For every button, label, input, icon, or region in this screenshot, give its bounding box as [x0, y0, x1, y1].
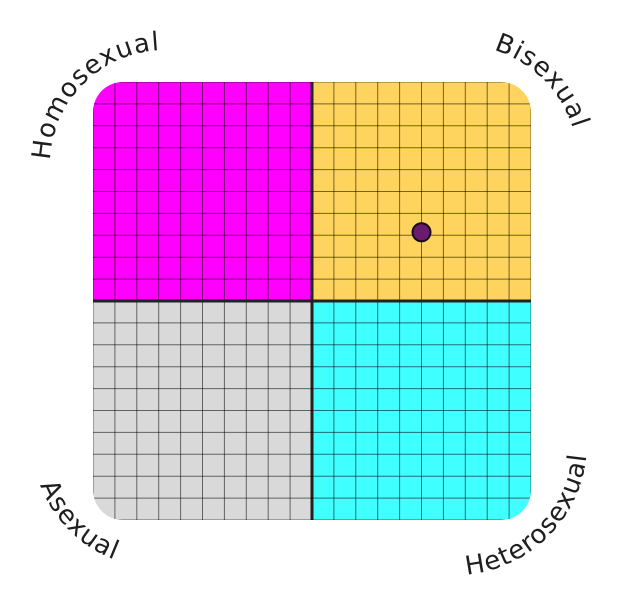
data-point: [411, 222, 432, 243]
